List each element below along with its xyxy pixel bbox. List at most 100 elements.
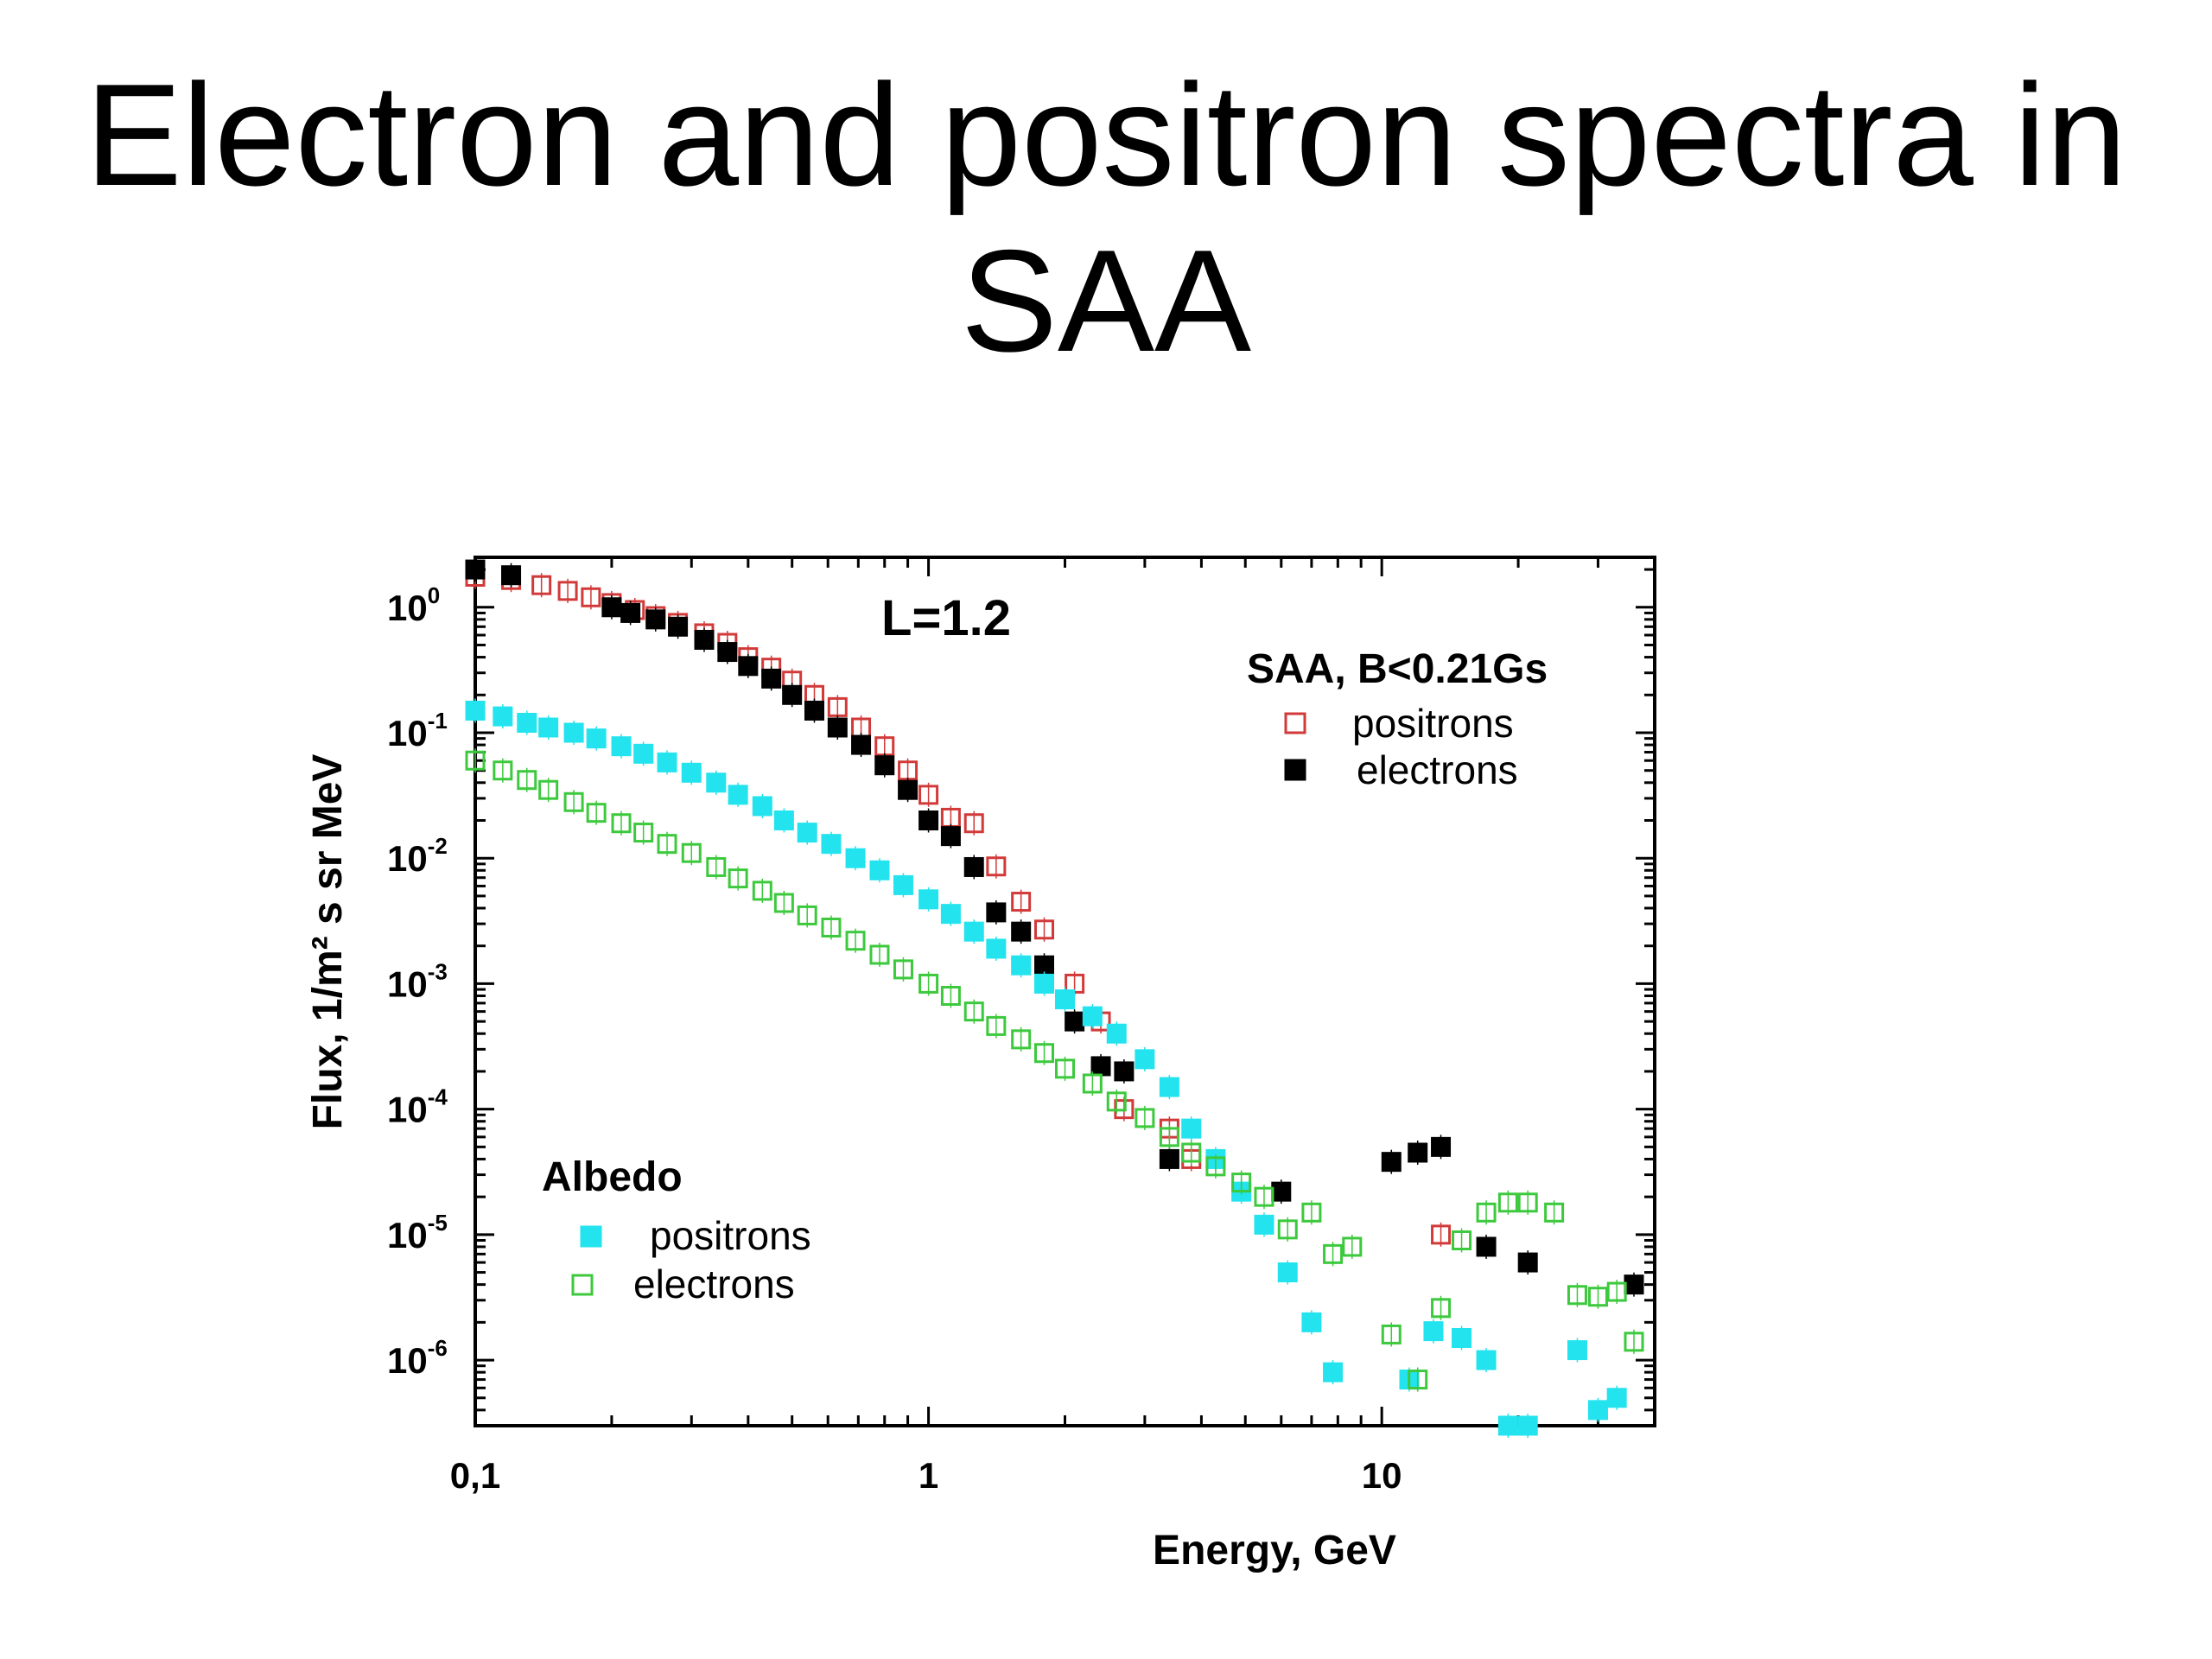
data-point [1090, 1056, 1111, 1077]
legend-saa-electrons-label: electrons [1357, 747, 1518, 792]
data-point [1301, 1202, 1322, 1223]
data-point [773, 893, 794, 913]
data-point [940, 826, 961, 847]
data-point [563, 722, 584, 743]
y-tick-labels: 100 10-1 10-2 10-3 10-4 10-5 10-6 [387, 582, 448, 1381]
data-point [611, 813, 632, 834]
data-point [874, 755, 895, 776]
data-point [1408, 1370, 1428, 1390]
data-point [1082, 1073, 1103, 1094]
series-layer [465, 557, 1644, 1438]
legend-albedo-electrons-label: electrons [633, 1262, 795, 1306]
data-point [601, 597, 622, 618]
data-point [1431, 1298, 1452, 1319]
data-point [752, 796, 772, 817]
legend-albedo-title: Albedo [542, 1154, 683, 1200]
data-point [1011, 892, 1032, 912]
data-point [1011, 921, 1032, 942]
data-point [851, 734, 872, 755]
data-point [1254, 1214, 1274, 1235]
data-point [1301, 1312, 1322, 1332]
data-point [657, 752, 677, 772]
data-point [465, 700, 486, 721]
data-point [918, 973, 939, 994]
data-point [1277, 1262, 1298, 1283]
data-point [668, 616, 689, 637]
data-point [493, 706, 513, 727]
legend-albedo-positrons-label: positrons [650, 1213, 811, 1258]
x-tick-label: 0,1 [450, 1455, 500, 1496]
data-point [1323, 1243, 1344, 1264]
data-point [1381, 1324, 1402, 1344]
legend-saa-positrons-label: positrons [1352, 701, 1514, 746]
data-point [963, 813, 984, 834]
data-point [538, 717, 559, 738]
legend-albedo-positrons-marker [580, 1225, 602, 1248]
data-point [1114, 1061, 1135, 1082]
y-tick-label: 100 [387, 582, 440, 628]
data-point [1135, 1049, 1155, 1070]
series-2 [465, 698, 1627, 1438]
data-point [986, 856, 1007, 877]
data-point [645, 609, 666, 630]
data-point [773, 810, 794, 831]
data-point [821, 834, 842, 855]
annotation-label: L=1.2 [881, 590, 1011, 646]
data-point [681, 762, 702, 783]
data-point [918, 785, 939, 805]
data-point [1544, 1202, 1565, 1223]
legend-saa-title: SAA, B<0.21Gs [1247, 646, 1548, 692]
data-point [1476, 1236, 1497, 1257]
data-point [1517, 1192, 1538, 1213]
data-point [1055, 1058, 1075, 1079]
data-point [465, 750, 486, 771]
data-point [1381, 1152, 1402, 1173]
data-point [940, 986, 961, 1007]
data-point [782, 684, 803, 705]
data-point [531, 575, 552, 595]
data-point [1587, 1287, 1608, 1307]
data-point [1231, 1173, 1252, 1193]
data-point [893, 874, 913, 895]
data-point [1323, 1362, 1344, 1382]
data-point [963, 856, 984, 877]
data-point [1011, 955, 1032, 976]
legend-saa: SAA, B<0.21Gs positrons electrons [1247, 646, 1548, 792]
data-point [804, 700, 824, 721]
data-point [1106, 1023, 1127, 1044]
y-tick-label: 10-4 [387, 1084, 448, 1130]
x-axis-title: Energy, GeV [1153, 1528, 1396, 1573]
y-tick-label: 10-3 [387, 958, 448, 1004]
data-point [827, 717, 848, 738]
data-point [1254, 1186, 1274, 1207]
data-point [1408, 1142, 1428, 1163]
data-point [620, 602, 641, 623]
data-point [1181, 1118, 1202, 1139]
data-point [1033, 1043, 1054, 1064]
data-point [898, 779, 918, 800]
y-tick-label: 10-5 [387, 1210, 448, 1255]
data-point [1476, 1202, 1497, 1223]
data-point [633, 823, 654, 843]
data-point [1159, 1148, 1179, 1169]
minor-ticks [474, 557, 1656, 1427]
data-point [717, 642, 738, 663]
data-point [797, 823, 817, 843]
series-1 [465, 557, 1644, 1297]
data-point [1423, 1321, 1444, 1342]
data-point [1082, 1006, 1103, 1027]
data-point [1033, 973, 1054, 994]
data-point [557, 581, 578, 601]
legend-saa-positrons-marker [1284, 712, 1306, 734]
y-tick-label: 10-1 [387, 708, 448, 753]
data-point [1431, 1136, 1452, 1157]
data-point [694, 629, 715, 650]
data-point [940, 904, 961, 925]
data-point [1159, 1127, 1179, 1147]
data-point [869, 944, 890, 965]
data-point [1033, 919, 1054, 940]
data-point [986, 902, 1007, 923]
data-point [657, 834, 677, 855]
data-point [581, 587, 601, 607]
